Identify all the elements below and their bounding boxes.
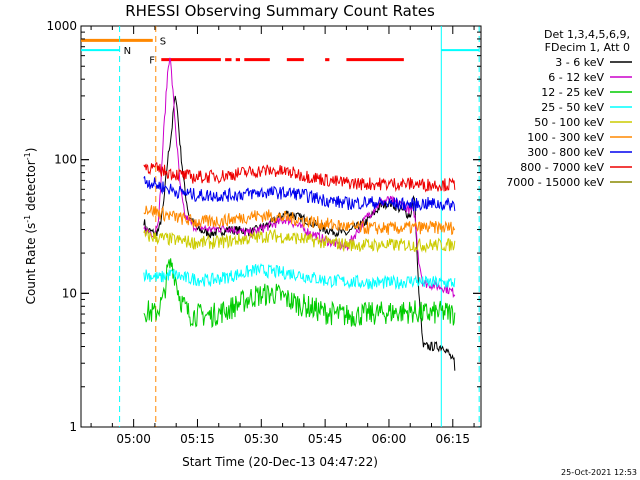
x-tick-label: 06:15 xyxy=(435,432,470,446)
legend-label: 12 - 25 keV xyxy=(541,86,604,99)
legend-header-line2: FDecim 1, Att 0 xyxy=(545,41,630,54)
y-axis: 1 10 100 1000 xyxy=(46,19,481,434)
saa-label: S xyxy=(160,36,166,47)
x-axis: 05:00 05:15 05:30 05:45 06:00 06:15 xyxy=(90,26,475,446)
y-tick-label: 100 xyxy=(54,153,77,167)
x-axis-label: Start Time (20-Dec-13 04:47:22) xyxy=(182,455,378,469)
legend-label: 25 - 50 keV xyxy=(541,101,604,114)
y-tick-label: 1000 xyxy=(46,19,77,33)
series-50-100-kev-line xyxy=(143,228,456,254)
series-25-50-kev-line xyxy=(143,263,456,290)
series-100-300-kev-line xyxy=(143,205,456,236)
legend-header-line1: Det 1,3,4,5,6,9, xyxy=(544,28,630,41)
x-tick-label: 05:30 xyxy=(244,432,279,446)
legend-label: 100 - 300 keV xyxy=(527,131,604,144)
x-tick-label: 05:15 xyxy=(180,432,215,446)
series-300-800-kev-line xyxy=(143,176,456,212)
legend-label: 300 - 800 keV xyxy=(527,146,604,159)
legend-label: 3 - 6 keV xyxy=(555,56,604,69)
plot-area: S N F xyxy=(80,25,482,428)
legend-label: 800 - 7000 keV xyxy=(520,161,604,174)
x-tick-label: 05:00 xyxy=(116,432,151,446)
legend-items: 3 - 6 keV 6 - 12 keV 12 - 25 keV 25 - 50 ke… xyxy=(506,56,632,189)
legend-label: 7000 - 15000 keV xyxy=(506,176,604,189)
x-tick-label: 06:00 xyxy=(372,432,407,446)
y-axis-label: Count Rate (s-1 detector-1) xyxy=(23,148,38,305)
legend: Det 1,3,4,5,6,9, FDecim 1, Att 0 3 - 6 k… xyxy=(506,28,632,189)
y-tick-label: 10 xyxy=(62,286,77,300)
series-layer xyxy=(143,57,456,371)
series-800-7000-kev-line xyxy=(143,162,456,193)
night-label: N xyxy=(124,46,131,57)
chart-title: RHESSI Observing Summary Count Rates xyxy=(125,2,435,20)
series-12-25-kev-line xyxy=(143,258,456,329)
datestamp: 25-Oct-2021 12:53 xyxy=(561,468,637,477)
y-tick-label: 1 xyxy=(69,420,77,434)
plot-frame xyxy=(80,25,482,428)
x-tick-label: 05:45 xyxy=(308,432,343,446)
legend-label: 50 - 100 keV xyxy=(534,116,604,129)
series-3-6-kev-line xyxy=(143,95,456,371)
flare-label: F xyxy=(149,56,155,67)
legend-label: 6 - 12 keV xyxy=(548,71,604,84)
